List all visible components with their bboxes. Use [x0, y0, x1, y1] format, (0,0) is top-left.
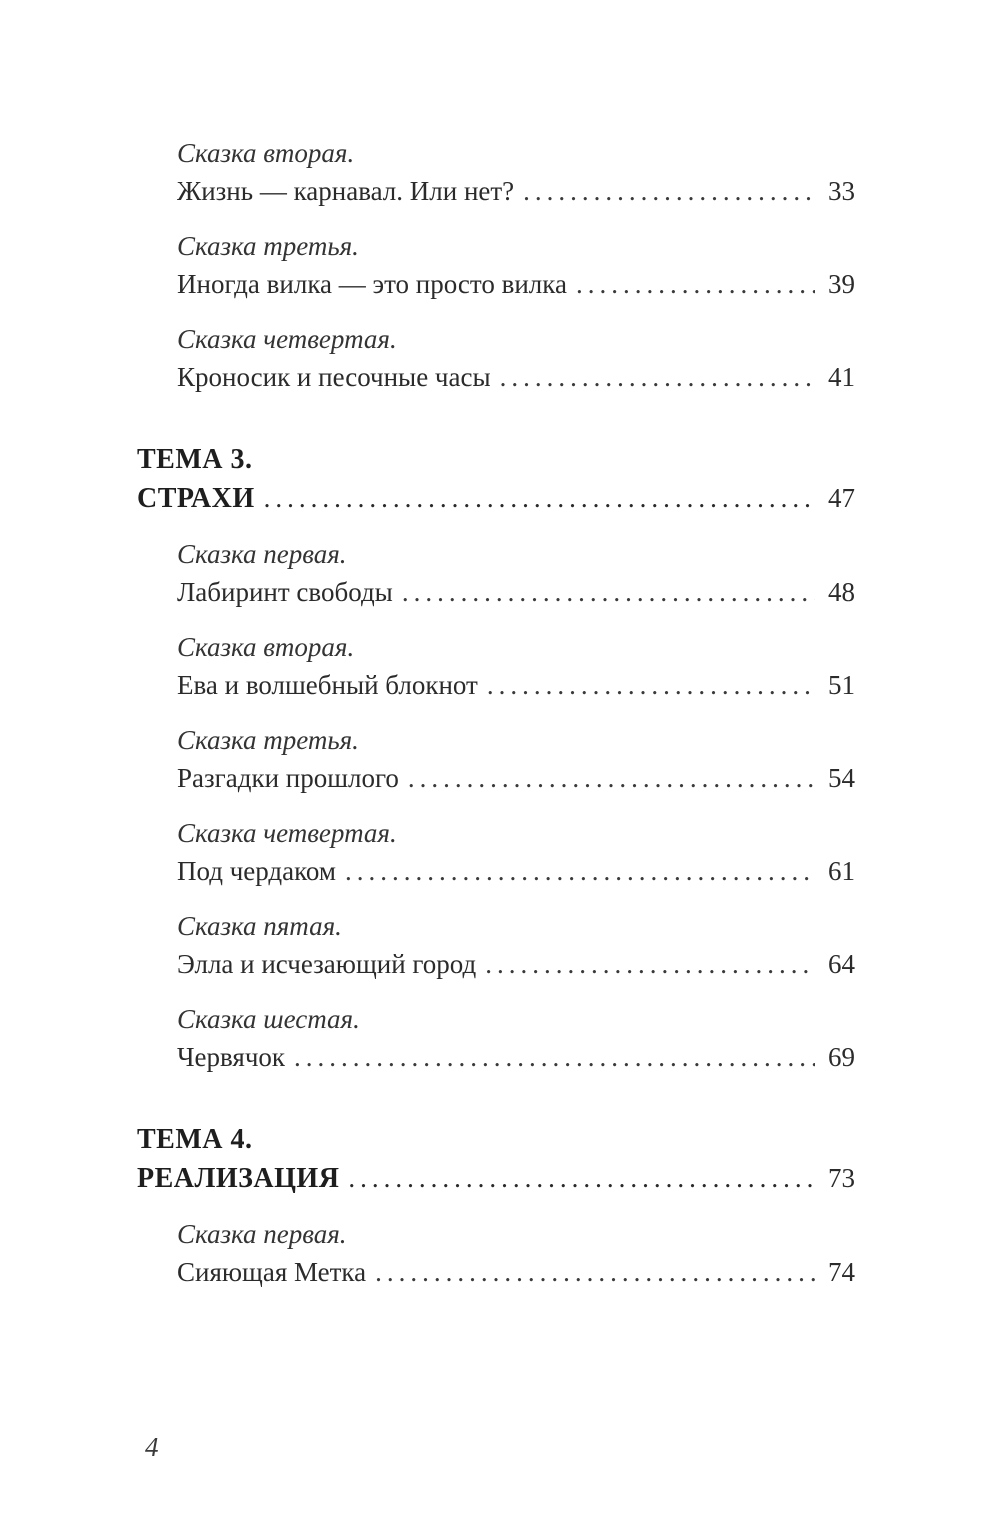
- toc-entry-row: Элла и исчезающий город 64: [177, 945, 855, 983]
- folio-page-number: 4: [145, 1432, 159, 1462]
- story-title: Сияющая Метка: [177, 1257, 367, 1287]
- dot-leader: [523, 172, 815, 210]
- theme-title: РЕАЛИЗАЦИЯ: [137, 1163, 340, 1194]
- dot-leader: [485, 945, 815, 983]
- story-subtitle: Сказка первая.: [177, 539, 347, 569]
- story-subtitle: Сказка третья.: [177, 231, 359, 261]
- story-subtitle: Сказка вторая.: [177, 138, 355, 168]
- toc-entry: Сказка третья. Разгадки прошлого 54: [177, 721, 855, 797]
- toc-entry: Сказка вторая. Ева и волшебный блокнот 5…: [177, 628, 855, 704]
- story-subtitle: Сказка первая.: [177, 1219, 347, 1249]
- dot-leader: [348, 1159, 815, 1197]
- page-ref: 33: [828, 176, 855, 206]
- toc-entry-row: Под чердаком 61: [177, 852, 855, 890]
- page-ref: 74: [828, 1257, 855, 1287]
- toc-entry-row: Разгадки прошлого 54: [177, 759, 855, 797]
- story-title: Жизнь — карнавал. Или нет?: [177, 176, 515, 206]
- dot-leader: [500, 358, 815, 396]
- page-ref: 69: [828, 1042, 855, 1072]
- toc-entry-row: Лабиринт свободы 48: [177, 573, 855, 611]
- story-title: Кроносик и песочные часы: [177, 362, 491, 392]
- table-of-contents: Сказка вторая. Жизнь — карнавал. Или нет…: [137, 134, 855, 1308]
- story-title: Лабиринт свободы: [177, 577, 393, 607]
- theme-heading: ТЕМА 4. РЕАЛИЗАЦИЯ 73: [137, 1121, 855, 1198]
- theme-title: СТРАХИ: [137, 483, 255, 514]
- toc-entry: Сказка первая. Лабиринт свободы 48: [177, 535, 855, 611]
- story-title: Червячок: [177, 1042, 286, 1072]
- story-title: Иногда вилка — это просто вилка: [177, 269, 567, 299]
- page-ref: 73: [828, 1163, 855, 1193]
- dot-leader: [408, 759, 815, 797]
- toc-entry: Сказка шестая. Червячок 69: [177, 1000, 855, 1076]
- story-title: Разгадки прошлого: [177, 763, 399, 793]
- dot-leader: [487, 666, 815, 704]
- dot-leader: [576, 265, 815, 303]
- page-ref: 51: [828, 670, 855, 700]
- toc-entry-row: Иногда вилка — это просто вилка 39: [177, 265, 855, 303]
- page-ref: 54: [828, 763, 855, 793]
- dot-leader: [402, 573, 815, 611]
- page-ref: 64: [828, 949, 855, 979]
- story-subtitle: Сказка вторая.: [177, 632, 355, 662]
- theme-heading: ТЕМА 3. СТРАХИ 47: [137, 441, 855, 518]
- toc-entry: Сказка четвертая. Под чердаком 61: [177, 814, 855, 890]
- story-title: Под чердаком: [177, 856, 336, 886]
- story-subtitle: Сказка пятая.: [177, 911, 342, 941]
- story-subtitle: Сказка шестая.: [177, 1004, 360, 1034]
- story-subtitle: Сказка четвертая.: [177, 818, 397, 848]
- story-title: Элла и исчезающий город: [177, 949, 477, 979]
- toc-entry-row: Кроносик и песочные часы 41: [177, 358, 855, 396]
- story-subtitle: Сказка третья.: [177, 725, 359, 755]
- toc-entry: Сказка первая. Сияющая Метка 74: [177, 1215, 855, 1291]
- dot-leader: [264, 479, 815, 517]
- toc-entry-row: Жизнь — карнавал. Или нет? 33: [177, 172, 855, 210]
- toc-entry-row: Сияющая Метка 74: [177, 1253, 855, 1291]
- page-ref: 41: [828, 362, 855, 392]
- toc-entry-row: Ева и волшебный блокнот 51: [177, 666, 855, 704]
- story-title: Ева и волшебный блокнот: [177, 670, 478, 700]
- theme-label: ТЕМА 4.: [137, 1124, 253, 1155]
- dot-leader: [375, 1253, 815, 1291]
- dot-leader: [345, 852, 815, 890]
- toc-entry-row: Червячок 69: [177, 1038, 855, 1076]
- toc-entry: Сказка пятая. Элла и исчезающий город 64: [177, 907, 855, 983]
- story-subtitle: Сказка четвертая.: [177, 324, 397, 354]
- page-ref: 47: [828, 483, 855, 513]
- toc-entry: Сказка вторая. Жизнь — карнавал. Или нет…: [177, 134, 855, 210]
- theme-row: РЕАЛИЗАЦИЯ 73: [137, 1159, 855, 1198]
- theme-row: СТРАХИ 47: [137, 479, 855, 518]
- dot-leader: [294, 1038, 815, 1076]
- toc-entry: Сказка четвертая. Кроносик и песочные ча…: [177, 320, 855, 396]
- page-ref: 61: [828, 856, 855, 886]
- toc-entry: Сказка третья. Иногда вилка — это просто…: [177, 227, 855, 303]
- theme-label: ТЕМА 3.: [137, 444, 253, 475]
- page-ref: 39: [828, 269, 855, 299]
- page-ref: 48: [828, 577, 855, 607]
